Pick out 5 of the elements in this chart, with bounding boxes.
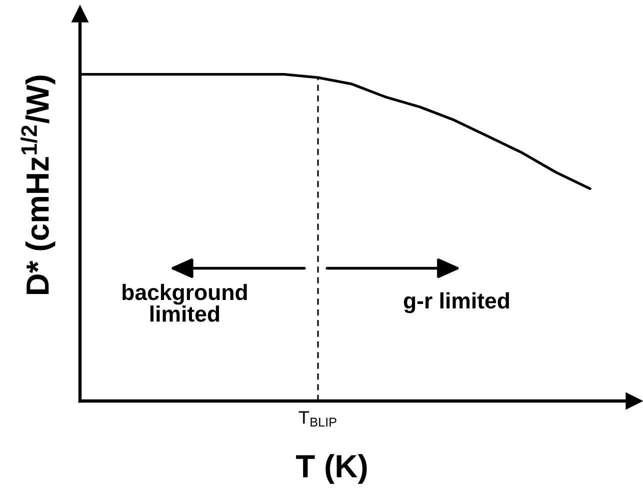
annotation: background limited: [122, 284, 247, 322]
y-axis-title: D* (cmHz$^{1/2}$/W): [20, 76, 56, 294]
text: T$_{BLIP}$: [298, 411, 336, 426]
x-axis-title: T (K): [296, 454, 367, 484]
annotation: g-r limited: [404, 292, 509, 314]
